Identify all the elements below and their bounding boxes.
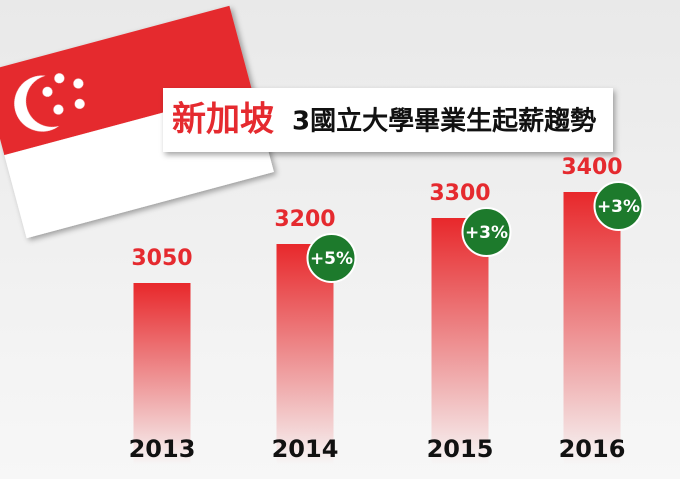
growth-badge — [593, 181, 644, 231]
x-tick-label: 2016 — [559, 435, 626, 463]
value-label: 3300 — [429, 181, 490, 206]
growth-badge — [461, 207, 512, 257]
growth-label: +3% — [597, 197, 640, 217]
title-box — [163, 88, 613, 152]
x-tick-label: 2013 — [129, 435, 196, 463]
growth-label: +5% — [310, 249, 353, 269]
title-highlight: 新加坡 — [172, 100, 274, 140]
bar — [133, 283, 191, 465]
value-label: 3050 — [131, 246, 192, 271]
value-label: 3400 — [561, 155, 622, 180]
bar — [563, 192, 621, 465]
growth-label: +3% — [465, 223, 508, 243]
bar — [431, 218, 489, 465]
growth-badge — [306, 233, 357, 283]
flag — [0, 5, 274, 239]
x-tick-label: 2015 — [427, 435, 494, 463]
chart-title: 3國立大學畢業生起薪趨勢 — [292, 106, 596, 137]
value-label: 3200 — [274, 207, 335, 232]
x-tick-label: 2014 — [272, 435, 339, 463]
